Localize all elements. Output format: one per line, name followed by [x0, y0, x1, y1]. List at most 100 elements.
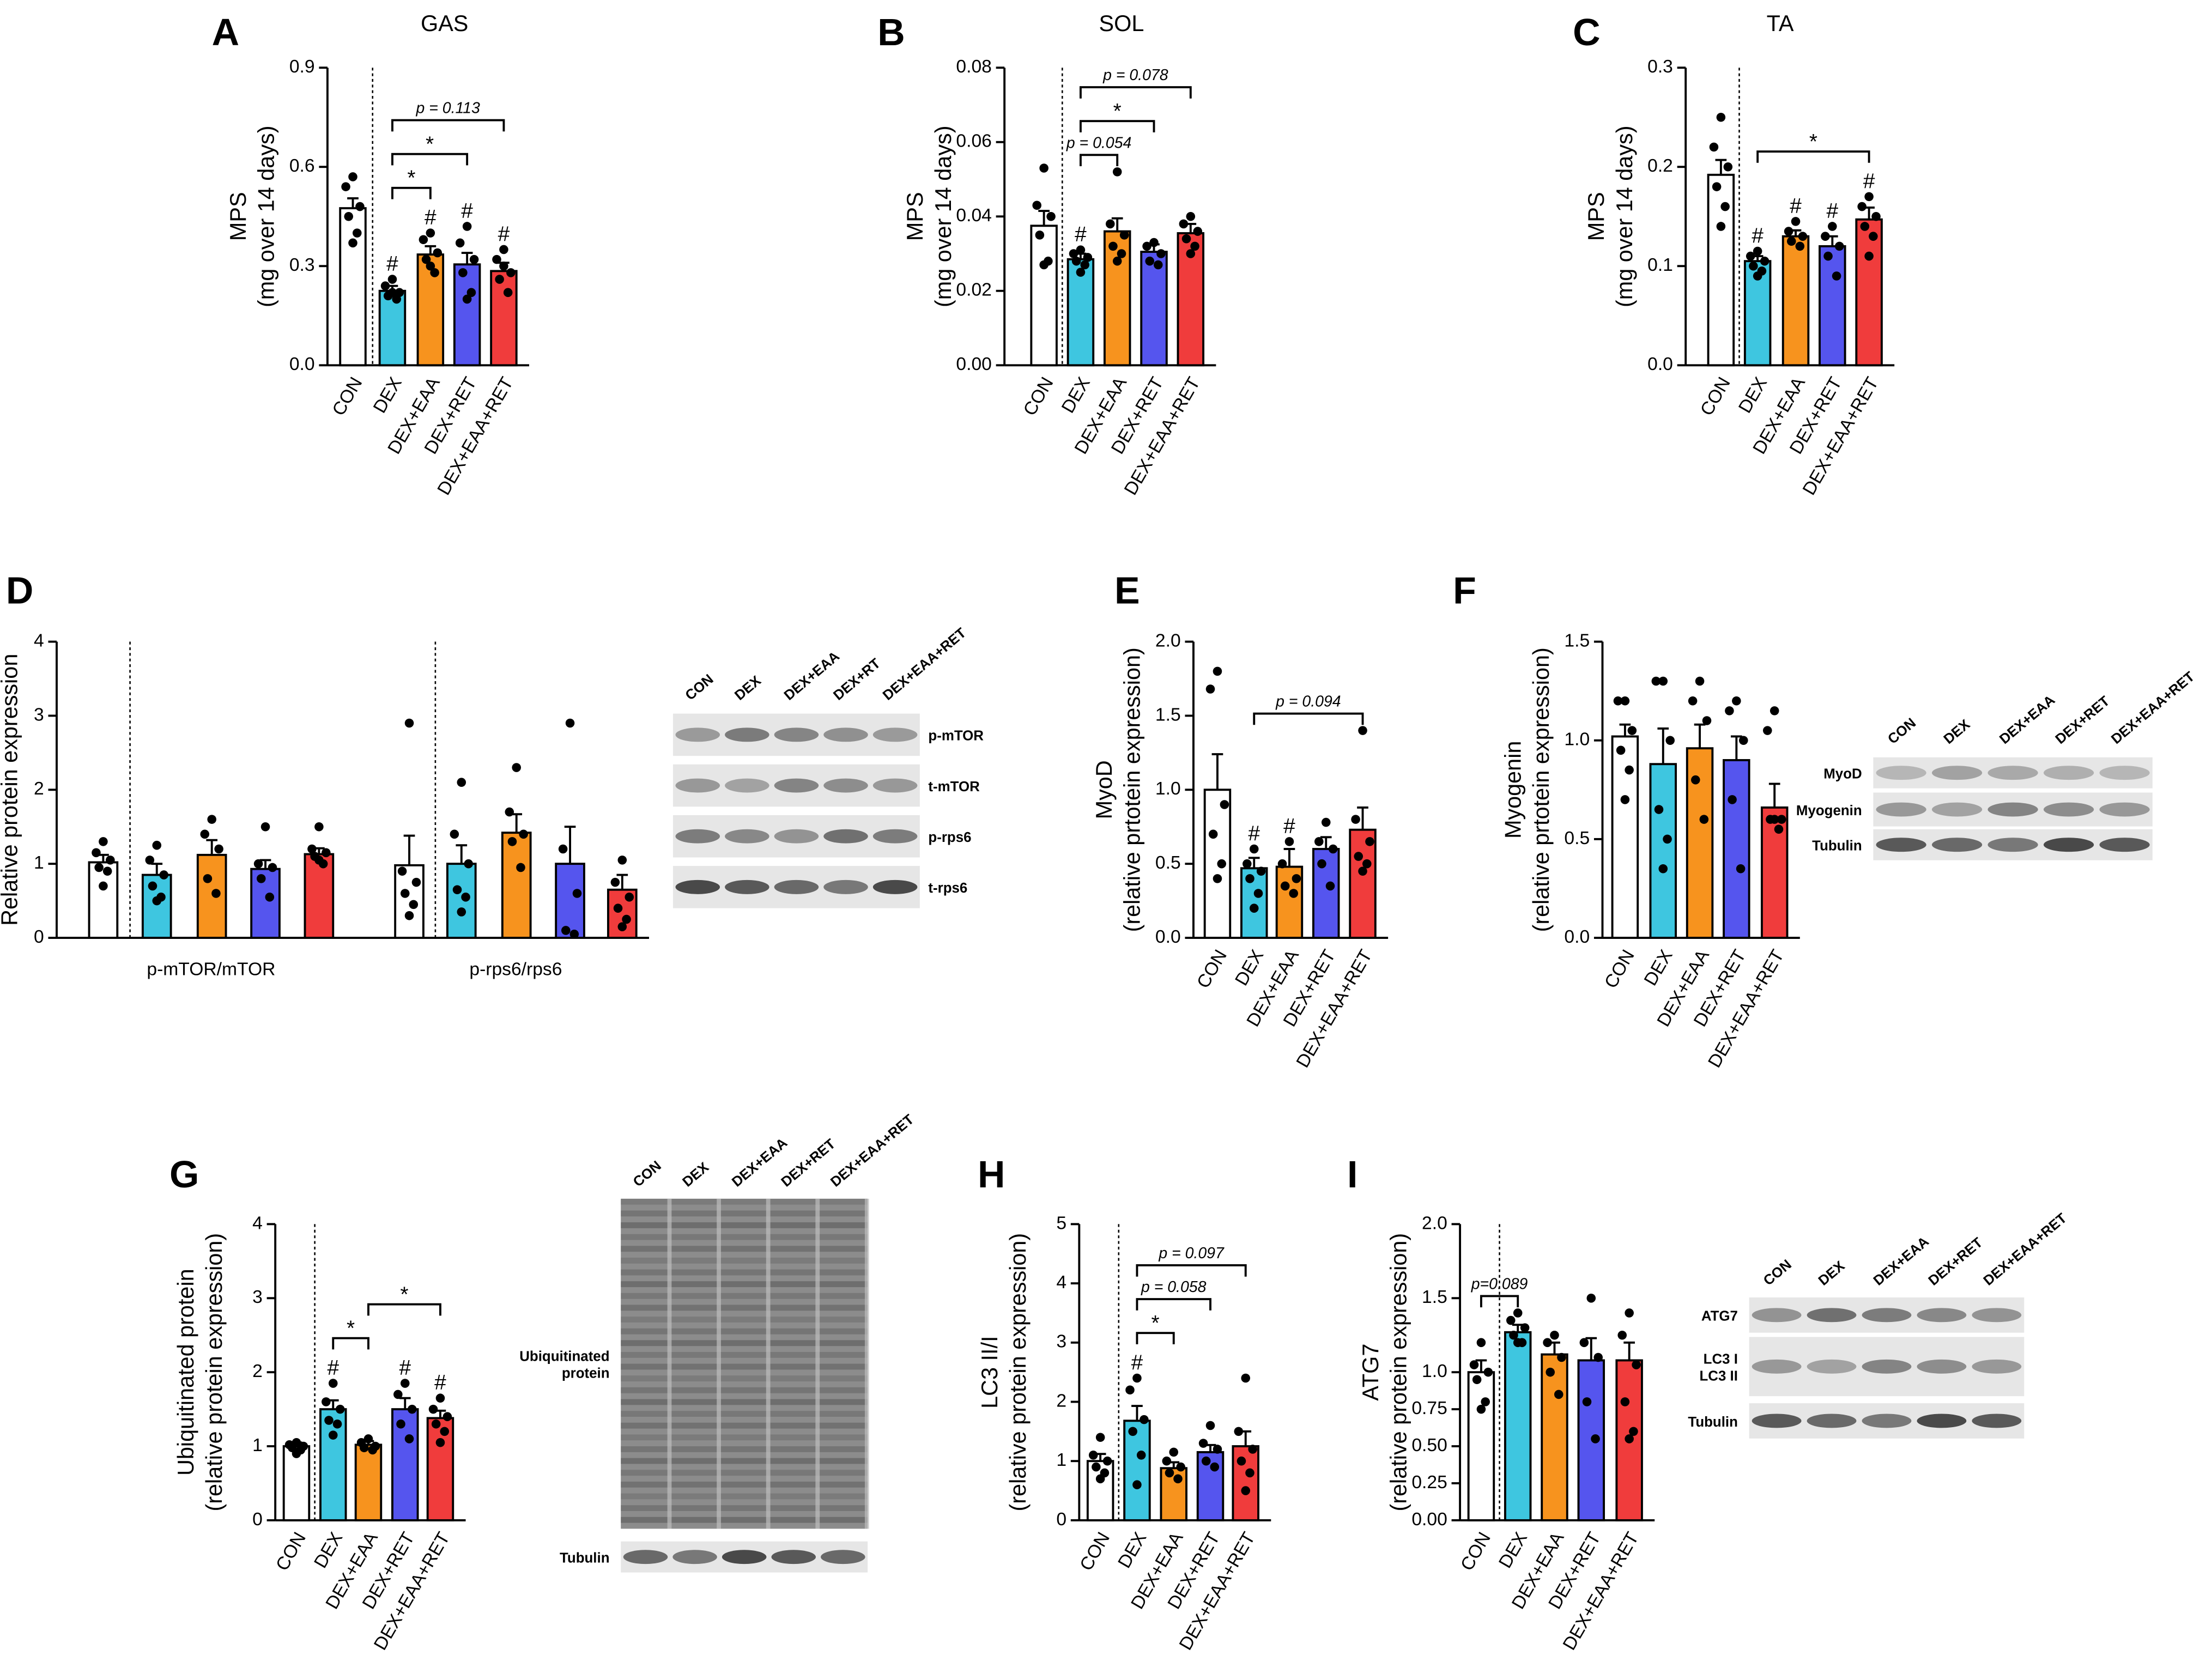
blot-row-label: MyoD: [1823, 767, 1862, 782]
blot-row-label: t-rps6: [928, 881, 967, 896]
y-tick-label: 1.5: [1155, 705, 1181, 725]
data-point: [462, 294, 472, 304]
data-point: [458, 268, 468, 277]
data-point: [1593, 1352, 1603, 1362]
blot-smear: [621, 1505, 868, 1511]
y-tick-label: 3: [34, 705, 44, 725]
data-point: [1365, 837, 1374, 846]
blot-smear: [621, 1481, 868, 1488]
data-point: [307, 844, 317, 854]
data-point: [1248, 1445, 1257, 1454]
data-point: [393, 1390, 403, 1399]
data-point: [1128, 1427, 1137, 1436]
data-point: [341, 182, 350, 191]
significance-mark: #: [1131, 1351, 1143, 1375]
data-point: [1162, 1456, 1172, 1466]
data-point: [1314, 837, 1324, 846]
data-point: [292, 1449, 301, 1458]
data-point: [1760, 256, 1769, 266]
data-point: [617, 922, 627, 931]
blot-band: [2099, 838, 2150, 852]
data-point: [457, 907, 466, 917]
data-point: [572, 889, 582, 898]
blot-row-label: Tubulin: [560, 1551, 610, 1566]
data-point: [1769, 815, 1779, 824]
x-tick-label: CON: [1076, 1529, 1114, 1574]
bar: [453, 263, 481, 367]
y-axis-label: MPS: [1584, 192, 1609, 241]
data-point: [1834, 241, 1844, 251]
x-tick-label: CON: [272, 1529, 310, 1574]
data-point: [1112, 256, 1122, 266]
data-point: [1665, 736, 1675, 745]
data-point: [512, 763, 521, 772]
y-tick-label: 0.9: [289, 57, 315, 77]
data-point: [1712, 182, 1722, 191]
blot-band: [774, 778, 819, 793]
data-point: [1716, 112, 1726, 122]
data-point: [352, 228, 362, 238]
data-point: [1763, 726, 1772, 735]
y-tick-label: 0.2: [1647, 156, 1673, 176]
y-tick-label: 0.3: [289, 255, 315, 275]
y-tick-label: 2.0: [1155, 630, 1181, 651]
blot-smear: [621, 1246, 868, 1252]
data-point: [464, 859, 473, 869]
blot-smear: [621, 1399, 868, 1405]
data-point: [106, 856, 115, 865]
data-point: [1117, 249, 1126, 258]
data-point: [1249, 844, 1259, 854]
blot-band: [823, 880, 868, 894]
data-point: [1284, 837, 1294, 846]
data-point: [1292, 874, 1301, 883]
data-point: [322, 1397, 331, 1406]
y-axis-label: (mg over 14 days): [1612, 125, 1637, 307]
x-tick-label: DEX: [369, 374, 406, 416]
data-point: [404, 911, 414, 920]
data-point: [1181, 234, 1191, 244]
data-point: [332, 1419, 342, 1429]
lane-gap: [815, 1198, 820, 1529]
lane-gap: [864, 1198, 869, 1529]
blot-band: [725, 880, 769, 894]
bar: [141, 874, 172, 939]
lane-gap: [766, 1198, 771, 1529]
lane-label: DEX+EAA: [1997, 693, 2058, 747]
data-point: [1249, 903, 1259, 913]
blot-band: [675, 880, 720, 894]
bracket-label: p = 0.054: [1066, 134, 1131, 151]
bar: [1103, 230, 1131, 367]
data-point: [1702, 716, 1712, 725]
data-point: [1739, 736, 1748, 745]
blot-band: [1972, 1414, 2022, 1428]
data-point: [348, 172, 357, 181]
data-point: [1153, 260, 1163, 270]
data-point: [1586, 1294, 1596, 1303]
data-point: [1237, 1456, 1246, 1466]
y-tick-label: 0.04: [956, 205, 991, 226]
data-point: [561, 926, 571, 935]
panel-letter: I: [1347, 1153, 1357, 1196]
panel-letter: A: [212, 11, 239, 53]
data-point: [1746, 251, 1755, 261]
data-point: [387, 288, 397, 298]
bracket-label: *: [347, 1317, 355, 1341]
significance-mark: #: [399, 1356, 411, 1380]
x-tick-label: CON: [1193, 947, 1231, 992]
bar: [1723, 759, 1750, 939]
data-point: [344, 211, 354, 221]
data-point: [1617, 1330, 1627, 1340]
bracket-label: *: [400, 1283, 408, 1306]
data-point: [1169, 1447, 1179, 1457]
data-point: [1591, 1434, 1600, 1443]
y-axis-label: MPS: [226, 192, 251, 241]
data-point: [1629, 1427, 1638, 1436]
data-point: [407, 1404, 417, 1414]
data-point: [1871, 211, 1881, 221]
data-point: [1625, 1308, 1634, 1318]
blot-row-label: LC3 I: [1704, 1352, 1738, 1367]
blot-row-label: ATG7: [1701, 1309, 1738, 1324]
data-point: [1105, 219, 1115, 229]
lane-label: DEX: [680, 1160, 712, 1190]
data-point: [617, 856, 627, 865]
